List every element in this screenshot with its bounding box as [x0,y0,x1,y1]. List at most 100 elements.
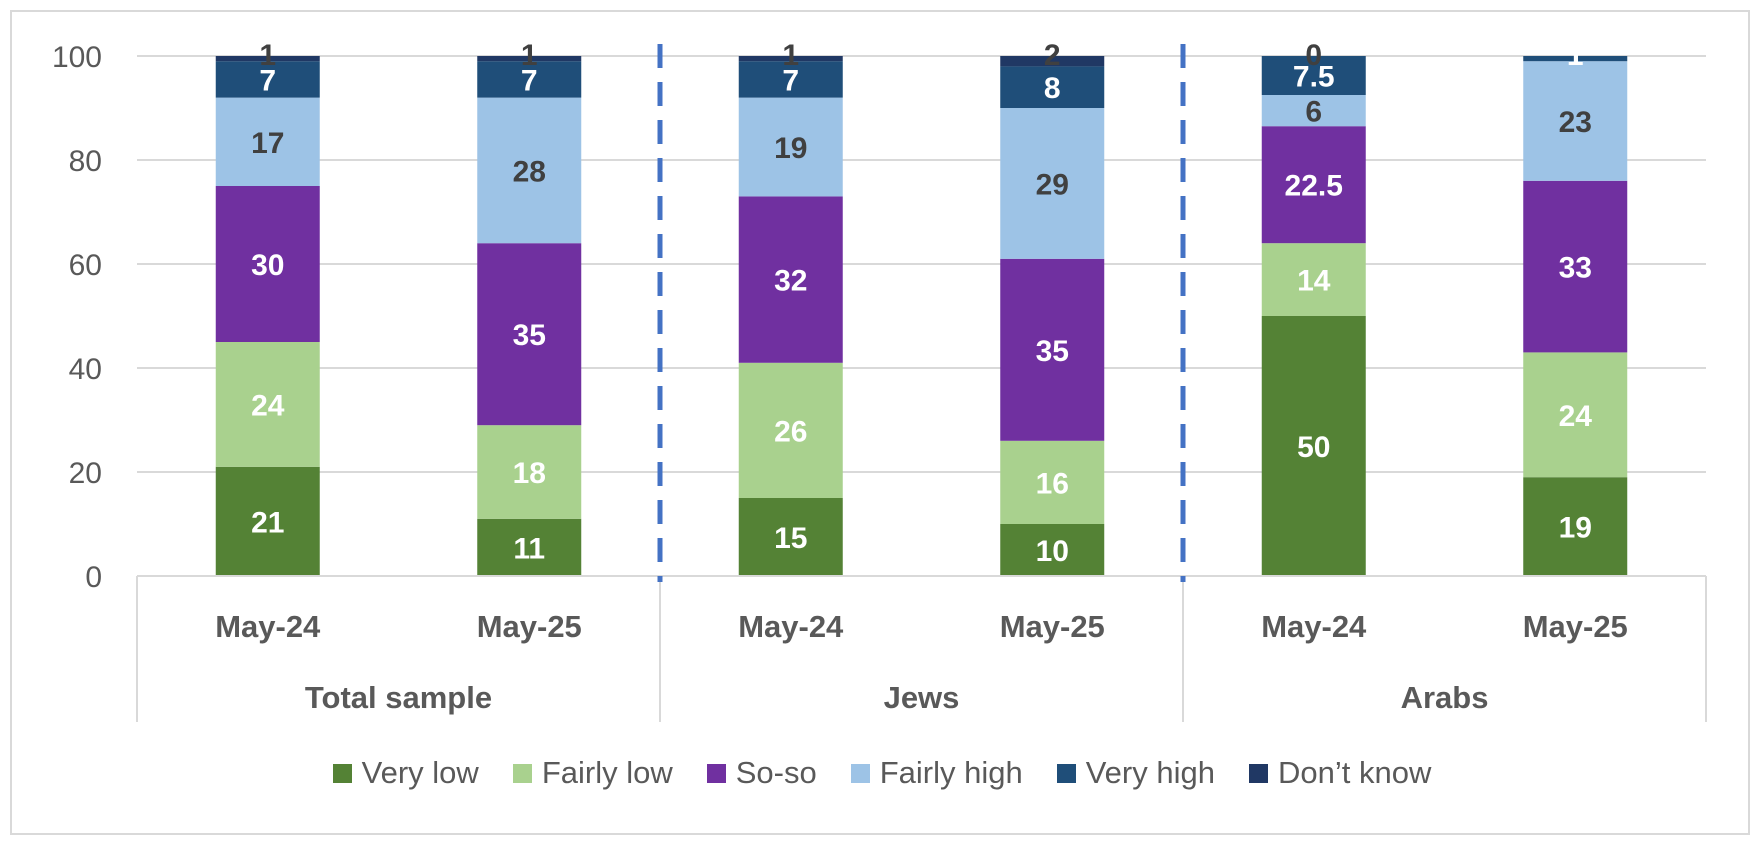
legend-item: Very high [1056,755,1215,791]
data-label: 2 [1044,39,1061,72]
bar-segment [1523,180,1628,353]
y-tick-label: 100 [52,41,102,74]
data-label: 23 [1559,106,1592,139]
bar-segment [738,61,843,98]
data-label: 50 [1297,431,1330,464]
bar-segment [1000,258,1105,441]
y-tick-label: 20 [69,457,102,490]
bar-segment [738,362,843,498]
data-label: 1 [521,39,538,72]
legend: Very low Fairly low So-so Fairly high Very h… [0,755,1764,791]
bar-segment [1261,56,1366,95]
data-label: 26 [774,415,807,448]
legend-label: So-so [735,755,817,790]
data-label: 7 [259,64,276,97]
legend-label: Fairly high [879,755,1023,790]
data-label: 35 [1036,335,1069,368]
x-category-label: May-24 [215,609,321,644]
data-label: 21 [251,506,284,539]
bar-segment [215,97,320,186]
legend-label: Don’t know [1277,755,1432,790]
bar-segment [1261,126,1366,244]
legend-item: Very low [332,755,479,791]
bar-segment [1261,243,1366,316]
data-label: 24 [251,389,285,422]
bar-segment [477,56,582,62]
data-label: 18 [513,457,546,490]
bar-segment [1523,61,1628,181]
data-label: 1 [782,39,799,72]
bar-segment [215,342,320,467]
bar-segment [1261,316,1366,576]
y-tick-label: 40 [69,353,102,386]
data-label: 24 [1559,400,1593,433]
data-label: 7 [782,64,799,97]
legend-swatch [512,763,532,783]
bar-segment [1523,56,1628,62]
x-group-label: Jews [884,680,960,715]
x-category-label: May-25 [477,609,582,644]
legend-swatch [1056,763,1076,783]
data-label: 8 [1044,72,1061,105]
x-category-label: May-25 [1000,609,1105,644]
legend-item: So-so [706,755,817,791]
data-label: 6 [1305,96,1322,129]
data-label: 14 [1297,265,1331,298]
bar-segment [477,425,582,519]
data-label: 11 [513,532,545,565]
data-label: 30 [251,249,284,282]
x-category-label: May-24 [738,609,844,644]
legend-label: Very low [361,755,479,790]
y-tick-label: 0 [85,561,102,594]
bar-segment [1000,440,1105,524]
legend-item: Fairly low [512,755,673,791]
x-group-label: Total sample [305,680,492,715]
data-label: 0 [1305,39,1322,72]
data-label: 35 [513,319,546,352]
legend-item: Don’t know [1248,755,1432,791]
bar-segment [1000,524,1105,576]
bar-segment [477,97,582,244]
legend-label: Fairly low [541,755,673,790]
data-label: 17 [251,127,284,160]
data-label: 7.5 [1293,61,1335,94]
x-category-label: May-24 [1261,609,1367,644]
legend-swatch [850,763,870,783]
data-label: 10 [1036,535,1069,568]
data-label: 19 [1559,512,1592,545]
data-label: 22.5 [1285,170,1343,203]
data-label: 7 [521,64,538,97]
bar-segment [477,243,582,426]
bar-segment [477,61,582,98]
bar-segment [1523,352,1628,478]
data-label: 1 [259,39,276,72]
bar-segment [738,498,843,576]
bar-segment [215,61,320,98]
legend-label: Very high [1085,755,1215,790]
bar-segment [1000,66,1105,108]
legend-item: Fairly high [850,755,1023,791]
data-label: 32 [774,265,807,298]
bar-segment [1523,477,1628,576]
bar-segment [738,196,843,363]
bar-segment [477,518,582,576]
data-label: 19 [774,132,807,165]
x-group-label: Arabs [1401,680,1489,715]
bar-segment [215,186,320,342]
data-label: 16 [1036,467,1069,500]
bar-segment [1000,56,1105,67]
data-label: 15 [774,522,807,555]
data-label: 33 [1559,252,1592,285]
y-tick-label: 80 [69,145,102,178]
x-category-label: May-25 [1523,609,1628,644]
bar-segment [738,56,843,62]
data-label: 1 [1567,39,1584,72]
bar-segment [215,466,320,576]
legend-swatch [332,763,352,783]
bar-segment [215,56,320,62]
bar-segment [1261,95,1366,127]
legend-swatch [706,763,726,783]
data-label: 28 [513,155,546,188]
bar-segment [1000,108,1105,259]
